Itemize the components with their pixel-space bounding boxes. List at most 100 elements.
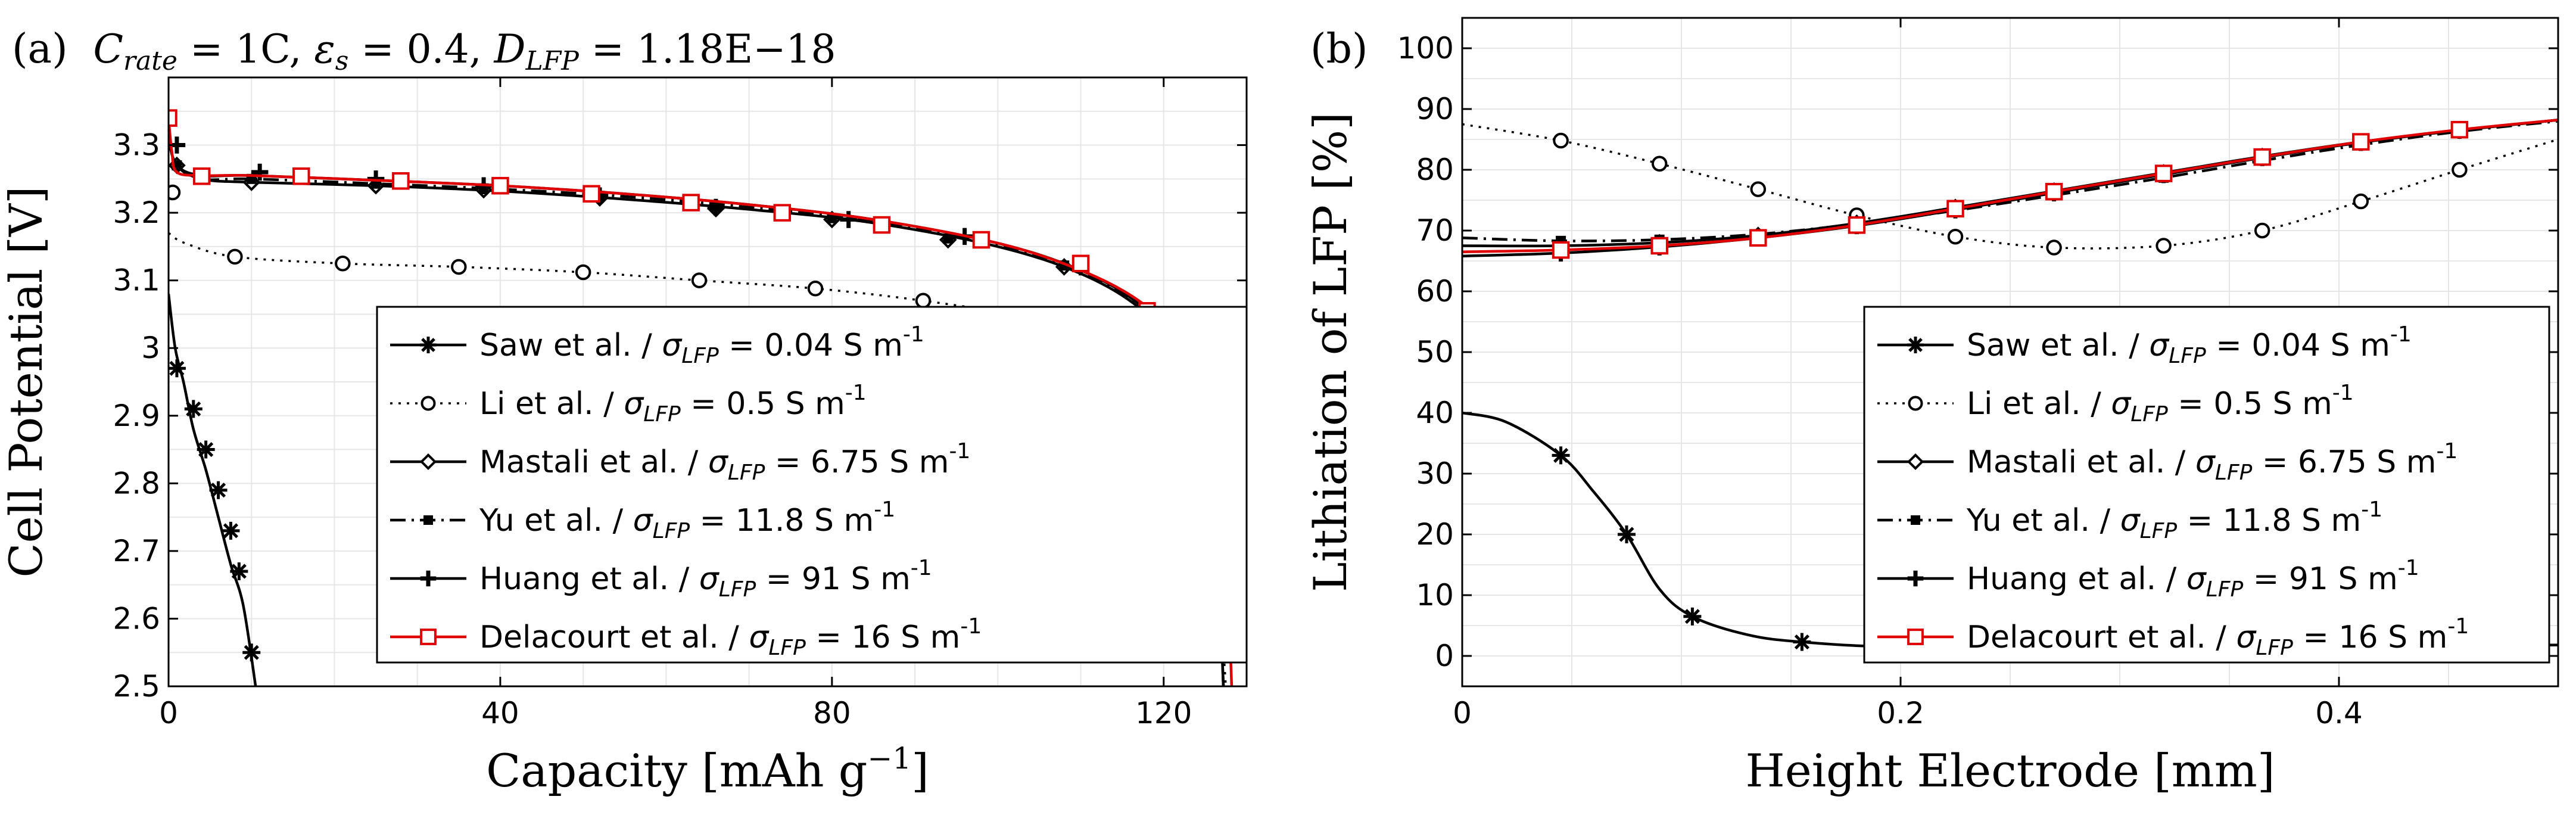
panel-b-series-1-marker [1793, 633, 1811, 651]
panel-b-legend-marker-2 [1908, 396, 1923, 411]
panel-b-series-2-marker [2353, 193, 2369, 210]
panel-a-legend-marker-1 [420, 337, 437, 353]
panel-b-series-1-marker [1552, 446, 1570, 465]
panel-b-xtick-label: 0.4 [2315, 696, 2363, 730]
panel-b-ytick-label: 10 [1416, 578, 1454, 612]
panel-b-ytick-label: 60 [1416, 274, 1454, 309]
panel-a-ytick-label: 2.5 [113, 669, 160, 704]
panel-b-legend-entry-2: Li et al. / σLFP = 0.5 S m-1 [1967, 381, 2354, 427]
panel-a-series-6-marker [682, 194, 700, 211]
panel-a-series-6-marker [773, 204, 792, 222]
panel-b-legend-marker-4 [1911, 515, 1920, 525]
panel-a-ytick-label: 2.6 [113, 601, 160, 636]
panel-b-legend-entry-3: Mastali et al. / σLFP = 6.75 S m-1 [1967, 439, 2457, 485]
panel-b-legend-marker-3 [1907, 453, 1924, 471]
panel-a-series-5-marker [840, 211, 857, 228]
panel-b-ytick-label: 100 [1397, 31, 1454, 66]
panel-a-series-6-marker [873, 216, 891, 234]
panel-b-legend-marker-1 [1907, 337, 1924, 353]
panel-b-series-line-6 [1462, 119, 2558, 253]
panel-a-ytick-label: 2.7 [113, 534, 160, 568]
panel-a-series-2-marker [227, 248, 243, 265]
panel-a-series-1-marker [222, 521, 240, 540]
panel-a-series-6-marker [169, 109, 177, 127]
panel-a-series-6-marker [192, 167, 211, 185]
panel-b-ytick-label: 0 [1435, 639, 1454, 673]
panel-b-series-2-marker [2452, 161, 2468, 178]
panel-a-title: Crate = 1C, εs = 0.4, DLFP = 1.18E−18 [93, 26, 836, 76]
panel-a-series-6-marker [1071, 254, 1090, 273]
panel-b-series-6-marker [2154, 164, 2173, 182]
panel-b-ytick-label: 50 [1416, 335, 1454, 369]
panel-b-series-6-marker [1749, 229, 1767, 247]
panel-a-series-2-marker [575, 264, 591, 281]
panel-a-xtick-label: 80 [813, 696, 851, 730]
panel-b-series [1462, 119, 2558, 651]
panel-a-series-2-marker [169, 184, 181, 201]
panel-a-ytick-label: 3.1 [113, 263, 160, 298]
panel-a-series-1-marker [169, 359, 186, 378]
panel-b-series-2-marker [2254, 222, 2270, 239]
panel-a-series-1-marker [230, 562, 248, 580]
panel-a-ytick-label: 3 [141, 331, 160, 365]
panel-a-legend: Saw et al. / σLFP = 0.04 S m-1 Li et al. … [376, 306, 1248, 664]
panel-a-series-1-marker [209, 481, 228, 499]
panel-b-series-6-marker [1650, 237, 1668, 255]
panel-a-series-6-marker [491, 176, 509, 195]
panel-a-series-2-marker [691, 272, 708, 288]
panel-a-series-2-marker [915, 293, 932, 309]
panel-b-series-2-marker [1947, 228, 1964, 245]
panel-b-legend-box [1863, 306, 2550, 664]
panel-a-legend-entry-2: Li et al. / σLFP = 0.5 S m-1 [479, 381, 867, 427]
panel-a-series-2-marker [335, 256, 351, 272]
panel-b-series-6-marker [2253, 148, 2271, 166]
panel-b-legend-entry-1: Saw et al. / σLFP = 0.04 S m-1 [1967, 322, 2412, 368]
panel-a-legend-marker-4 [423, 515, 433, 525]
panel-a-series-6-marker [972, 231, 990, 249]
panel-a-legend-entry-6: Delacourt et al. / σLFP = 16 S m-1 [479, 614, 982, 660]
panel-a-legend-entry-4: Yu et al. / σLFP = 11.8 S m-1 [479, 497, 895, 543]
panel-b-ticks: 0 0.2 0.4 0 10 20 30 40 50 60 70 80 90 100 [1397, 18, 2558, 730]
panel-a-xtick-label: 0 [159, 696, 178, 730]
panel-b-series-6-marker [1848, 216, 1866, 234]
panel-b-ylabel: Lithiation of LFP [%] [1304, 112, 1357, 592]
panel-b-series-2-marker [2046, 239, 2062, 256]
panel-b-series-6-marker [2450, 120, 2469, 139]
panel-a-series-4-marker [943, 233, 954, 244]
panel-a-xtick-label: 40 [481, 696, 519, 730]
panel-b-xtick-label: 0 [1453, 696, 1472, 730]
panel-b-series-line-2 [1462, 123, 2558, 250]
panel-a-legend-marker-5 [420, 570, 437, 587]
panel-a-xtick-label: 120 [1135, 696, 1192, 730]
panel-a-ytick-label: 3.3 [113, 128, 160, 163]
panel-a-series-2-marker [451, 259, 467, 275]
panel-a-legend-marker-2 [420, 396, 436, 411]
panel-a-series-1-marker [197, 440, 215, 459]
panel-a-ytick-label: 3.2 [113, 195, 160, 230]
panel-a-legend-box [376, 306, 1248, 664]
panel-b-label: (b) [1310, 26, 1368, 73]
panel-a-legend-entry-1: Saw et al. / σLFP = 0.04 S m-1 [479, 322, 924, 368]
panel-b-series-2-marker [1651, 155, 1668, 172]
panel-b-ytick-label: 70 [1416, 213, 1454, 248]
panel-a-series-1-marker [184, 400, 203, 418]
panel-b-ytick-label: 90 [1416, 92, 1454, 126]
panel-b-ytick-label: 80 [1416, 153, 1454, 187]
panel-a-series-line-2 [169, 232, 1227, 686]
panel-b-legend-entry-4: Yu et al. / σLFP = 11.8 S m-1 [1966, 497, 2382, 543]
panel-b-xtick-label: 0.2 [1877, 696, 1924, 730]
panel-a-ytick-label: 2.9 [113, 399, 160, 433]
panel-b-series-line-4 [1462, 120, 2558, 242]
panel-a-series-2-marker [807, 281, 824, 297]
panel-a-legend-entry-3: Mastali et al. / σLFP = 6.75 S m-1 [479, 439, 970, 485]
panel-a: (a) Crate = 1C, εs = 0.4, DLFP = 1.18E−1… [0, 26, 1248, 797]
panel-a-series-6-marker [583, 185, 600, 203]
panel-a-legend-marker-6 [420, 629, 437, 645]
panel-a-legend-entry-5: Huang et al. / σLFP = 91 S m-1 [479, 556, 932, 602]
panel-b-ytick-label: 30 [1416, 456, 1454, 491]
panel-a-ylabel: Cell Potential [V] [0, 186, 52, 578]
panel-b-series-1-marker [1618, 525, 1636, 543]
panel-b-ytick-label: 40 [1416, 396, 1454, 430]
panel-b-legend-marker-5 [1907, 570, 1924, 587]
